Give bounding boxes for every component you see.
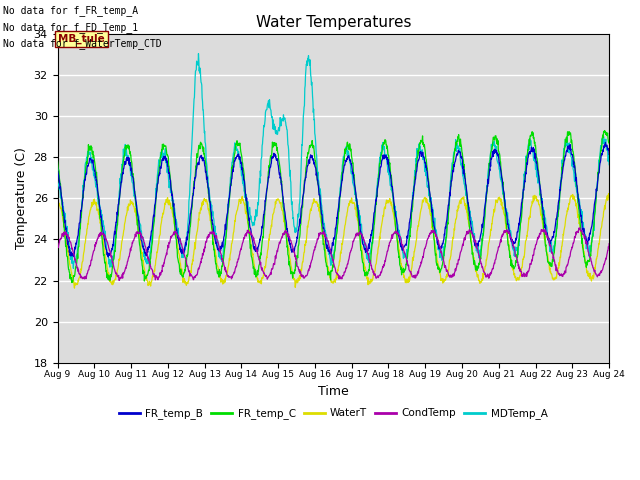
Y-axis label: Temperature (C): Temperature (C) xyxy=(15,147,28,249)
Text: MB_tule: MB_tule xyxy=(58,34,105,44)
Text: No data for f_WaterTemp_CTD: No data for f_WaterTemp_CTD xyxy=(3,38,162,49)
Text: No data for f_FD_Temp_1: No data for f_FD_Temp_1 xyxy=(3,22,138,33)
Title: Water Temperatures: Water Temperatures xyxy=(255,15,411,30)
Legend: FR_temp_B, FR_temp_C, WaterT, CondTemp, MDTemp_A: FR_temp_B, FR_temp_C, WaterT, CondTemp, … xyxy=(115,404,552,423)
X-axis label: Time: Time xyxy=(318,385,349,398)
Text: No data for f_FR_temp_A: No data for f_FR_temp_A xyxy=(3,5,138,16)
